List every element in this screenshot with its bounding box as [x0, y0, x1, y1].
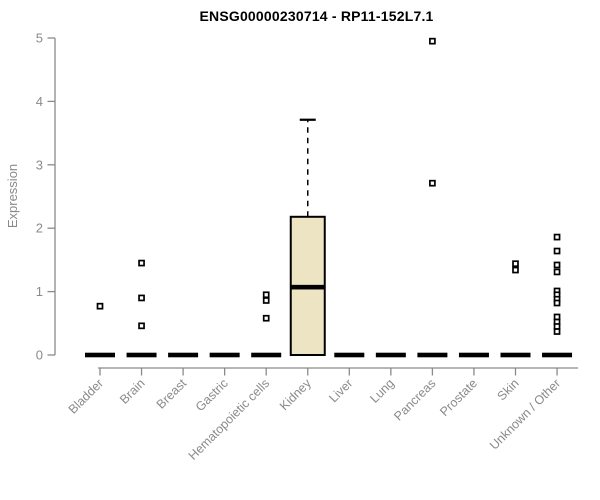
y-axis-tick-label: 1 [36, 284, 43, 299]
x-axis-category-label: Gastric [193, 376, 231, 414]
outlier-point [553, 268, 561, 276]
y-axis-tick-label: 4 [36, 94, 43, 109]
chart-title: ENSG00000230714 - RP11-152L7.1 [199, 8, 434, 24]
box-collapsed-10 [500, 352, 531, 358]
x-axis-category-label: Bladder [66, 376, 106, 416]
outlier-point [429, 37, 436, 45]
outlier-point [512, 266, 519, 274]
outlier-point [138, 294, 145, 302]
x-axis-category-label: Pancreas [391, 376, 438, 423]
x-axis-category-label: Lung [367, 376, 397, 406]
x-axis-category-label: Prostate [437, 376, 480, 419]
box-collapsed-8 [417, 352, 448, 358]
box-collapsed-9 [458, 352, 489, 358]
box-collapsed-6 [334, 352, 365, 358]
x-axis-category-label: Brain [117, 376, 148, 407]
box-median-5 [290, 284, 325, 290]
x-axis-category-label: Unknown / Other [487, 376, 563, 452]
y-axis-tick-label: 0 [36, 348, 43, 363]
outlier-point [429, 179, 436, 187]
box-collapsed-11 [542, 352, 573, 358]
x-axis-category-label: Hematopoietic cells [186, 376, 273, 463]
x-axis-category-label: Kidney [277, 376, 314, 413]
box-collapsed-3 [209, 352, 240, 358]
outlier-point [553, 328, 561, 335]
box-collapsed-7 [375, 352, 406, 358]
outlier-point [553, 299, 561, 307]
outlier-point [262, 297, 270, 304]
outlier-point [553, 247, 561, 255]
box-collapsed-4 [251, 352, 282, 358]
outlier-point [553, 233, 561, 241]
outlier-point [96, 302, 104, 310]
box-collapsed-2 [168, 352, 199, 358]
outlier-point [138, 259, 145, 267]
box-collapsed-0 [85, 352, 115, 358]
outlier-point [262, 291, 270, 299]
box-collapsed-1 [126, 352, 157, 358]
y-axis-tick-label: 3 [36, 157, 43, 172]
outlier-point [512, 260, 519, 268]
y-axis-tick-label: 2 [36, 221, 43, 236]
outlier-point [138, 322, 145, 330]
outlier-point [262, 314, 270, 322]
outlier-point [553, 261, 561, 269]
x-axis-category-label: Skin [495, 376, 522, 403]
x-axis-category-label: Breast [154, 376, 190, 412]
y-axis-tick-label: 5 [36, 31, 43, 46]
x-axis-category-label: Liver [326, 376, 355, 405]
